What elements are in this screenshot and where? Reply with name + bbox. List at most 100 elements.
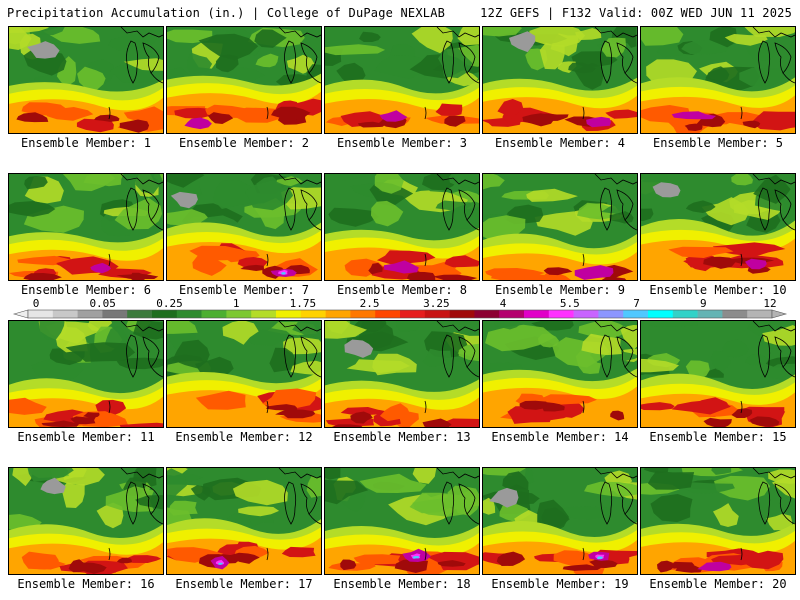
precip-map-svg (325, 174, 479, 280)
river-line (424, 253, 427, 267)
legend-tick-label: 0.25 (156, 298, 183, 310)
precip-patch-low (170, 191, 198, 209)
lake-erie-shore (624, 366, 637, 378)
ensemble-member-label: Ensemble Member: 15 (649, 430, 787, 444)
precip-map-svg (167, 321, 321, 427)
ensemble-member-label: Ensemble Member: 19 (491, 577, 629, 591)
lake-michigan-outline (600, 481, 613, 525)
great-lakes-outline (740, 27, 795, 120)
ensemble-member-panel: Ensemble Member: 8 (324, 173, 480, 297)
legend-tick-label: 5.5 (560, 298, 580, 310)
precip-very-heavy (742, 120, 761, 129)
ensemble-member-label: Ensemble Member: 6 (20, 283, 152, 297)
lake-erie-shore (150, 366, 163, 378)
precip-patch (254, 29, 287, 48)
river-line (582, 547, 585, 561)
header-title-right: 12Z GEFS | F132 Valid: 00Z WED JUN 11 20… (480, 6, 792, 20)
precip-map (640, 26, 796, 134)
precip-extreme-peak (218, 562, 223, 565)
precip-extreme (671, 111, 716, 120)
river-line (424, 106, 427, 120)
precip-patch (325, 468, 341, 480)
precip-heavy (9, 397, 47, 415)
river-line (582, 253, 585, 267)
ensemble-member-label: Ensemble Member: 7 (178, 283, 310, 297)
precip-map-svg (325, 27, 479, 133)
lake-michigan-outline (442, 187, 455, 231)
precip-heavy (508, 274, 555, 280)
precip-patch (703, 368, 724, 378)
precip-very-heavy (731, 408, 753, 418)
precip-patch (62, 174, 116, 192)
precip-very-heavy (230, 552, 260, 564)
ensemble-member-panel: Ensemble Member: 6 (8, 173, 164, 297)
precip-patch (650, 494, 693, 523)
legend-color-swatch (474, 310, 500, 318)
river-line (266, 253, 269, 267)
precip-patch (701, 197, 750, 226)
great-lakes-outline (740, 174, 795, 267)
river-line (582, 400, 585, 414)
legend-color-swatch (697, 310, 723, 318)
legend-color-swatch (449, 310, 475, 318)
great-lakes-outline (108, 468, 163, 561)
legend-color-swatch (152, 310, 178, 318)
precip-patch (502, 471, 529, 490)
lake-michigan-outline (284, 187, 297, 231)
precip-patch (290, 360, 321, 375)
precip-patch (87, 321, 113, 332)
precip-patch (642, 321, 698, 328)
precip-patch (641, 174, 669, 183)
ensemble-member-label: Ensemble Member: 9 (494, 283, 626, 297)
legend-arrow-right (771, 309, 788, 319)
lake-erie-shore (150, 72, 163, 84)
precip-very-heavy (271, 106, 311, 120)
precip-map (166, 320, 322, 428)
precip-very-heavy (119, 119, 150, 133)
precip-patch-low (344, 339, 374, 358)
legend-tick-label: 1.75 (290, 298, 317, 310)
ensemble-member-panel: Ensemble Member: 19 (482, 467, 638, 591)
lake-erie-shore (308, 72, 321, 84)
precip-patch (744, 353, 768, 366)
precip-very-heavy (610, 410, 625, 421)
precip-patch (255, 53, 279, 68)
precip-patch (325, 479, 369, 505)
precip-patch (395, 321, 420, 333)
great-lakes-outline (424, 321, 479, 414)
precip-patch (709, 27, 737, 48)
lake-erie-shore (782, 219, 795, 231)
ensemble-member-panel: Ensemble Member: 18 (324, 467, 480, 591)
precip-very-heavy (357, 121, 386, 128)
precip-very-heavy (240, 264, 265, 271)
lake-michigan-outline (442, 481, 455, 525)
ensemble-member-label: Ensemble Member: 10 (649, 283, 787, 297)
lake-superior-shore (594, 468, 637, 479)
great-lakes-outline (266, 468, 321, 561)
legend-color-swatch (573, 310, 599, 318)
precip-patch (172, 339, 210, 369)
precip-very-heavy (522, 113, 555, 127)
precip-map (8, 26, 164, 134)
legend-color-swatch (499, 310, 525, 318)
precip-map (324, 320, 480, 428)
legend-color-swatch (251, 310, 277, 318)
precip-patch (9, 201, 56, 217)
precip-map-svg (9, 27, 163, 133)
precip-patch (422, 174, 458, 191)
precip-patch (409, 492, 461, 514)
precip-patch-low (27, 41, 60, 59)
precip-patch (753, 174, 791, 204)
precip-map (8, 320, 164, 428)
legend-color-swatch (226, 310, 252, 318)
precip-map (324, 26, 480, 134)
precip-map-svg (325, 468, 479, 574)
precip-very-heavy (266, 404, 298, 411)
precip-patch (711, 468, 732, 475)
legend-colorbar: 0 0.05 0.25 1 1.75 2.5 3.25 4 5.5 7 9 12 (12, 298, 788, 319)
precip-patch (9, 27, 32, 50)
precip-map (324, 467, 480, 575)
ensemble-member-label: Ensemble Member: 16 (17, 577, 155, 591)
precip-patch (411, 27, 453, 54)
precip-map-svg (167, 468, 321, 574)
